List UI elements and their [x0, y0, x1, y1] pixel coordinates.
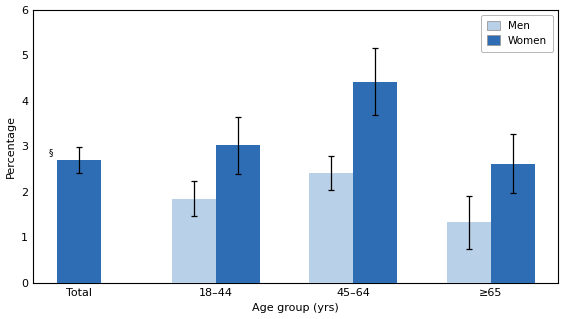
Bar [310, 173, 354, 283]
Bar [172, 199, 216, 283]
Bar [354, 82, 397, 283]
Bar [57, 160, 101, 283]
Text: §: § [48, 148, 52, 157]
Bar [216, 145, 260, 283]
X-axis label: Age group (yrs): Age group (yrs) [253, 303, 339, 314]
Legend: Men, Women: Men, Women [481, 15, 553, 52]
Bar [447, 222, 491, 283]
Bar [491, 164, 535, 283]
Y-axis label: Percentage: Percentage [6, 115, 16, 178]
